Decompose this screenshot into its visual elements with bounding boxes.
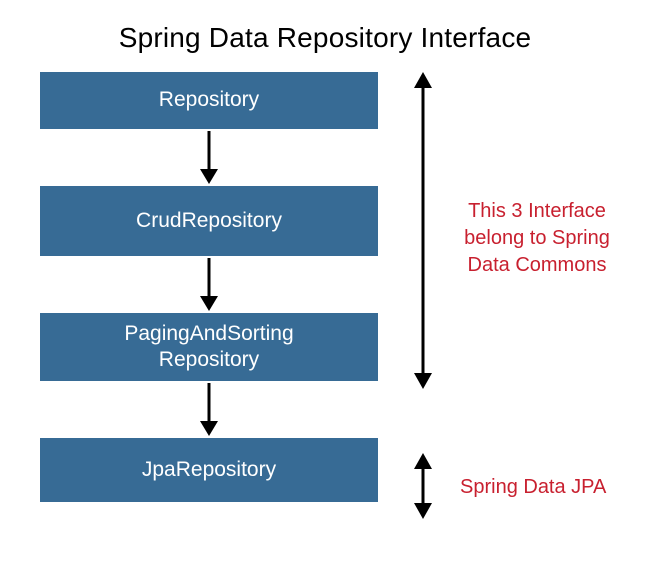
box-crudrepository: CrudRepository (40, 186, 378, 256)
diagram-title: Spring Data Repository Interface (0, 22, 650, 54)
bracket-jpa (408, 453, 438, 519)
box-pagingandsortingrepository: PagingAndSorting Repository (40, 313, 378, 381)
box-label: Repository (159, 87, 259, 113)
box-label-line2: Repository (159, 347, 259, 373)
annotation-line: belong to Spring (442, 225, 632, 252)
annotation-jpa: Spring Data JPA (460, 474, 606, 501)
bracket-commons (408, 72, 438, 389)
arrow-down-icon (40, 129, 378, 186)
annotation-line: This 3 Interface (442, 198, 632, 225)
annotation-commons: This 3 Interface belong to Spring Data C… (442, 198, 632, 279)
box-repository: Repository (40, 72, 378, 129)
arrow-down-icon (40, 381, 378, 438)
box-label: CrudRepository (136, 208, 282, 234)
box-label: JpaRepository (142, 457, 276, 483)
arrow-down-icon (40, 256, 378, 313)
annotation-line: Data Commons (442, 252, 632, 279)
box-label-line1: PagingAndSorting (124, 321, 293, 347)
box-jparepository: JpaRepository (40, 438, 378, 502)
hierarchy-column: Repository CrudRepository PagingAndSorti… (40, 72, 378, 502)
